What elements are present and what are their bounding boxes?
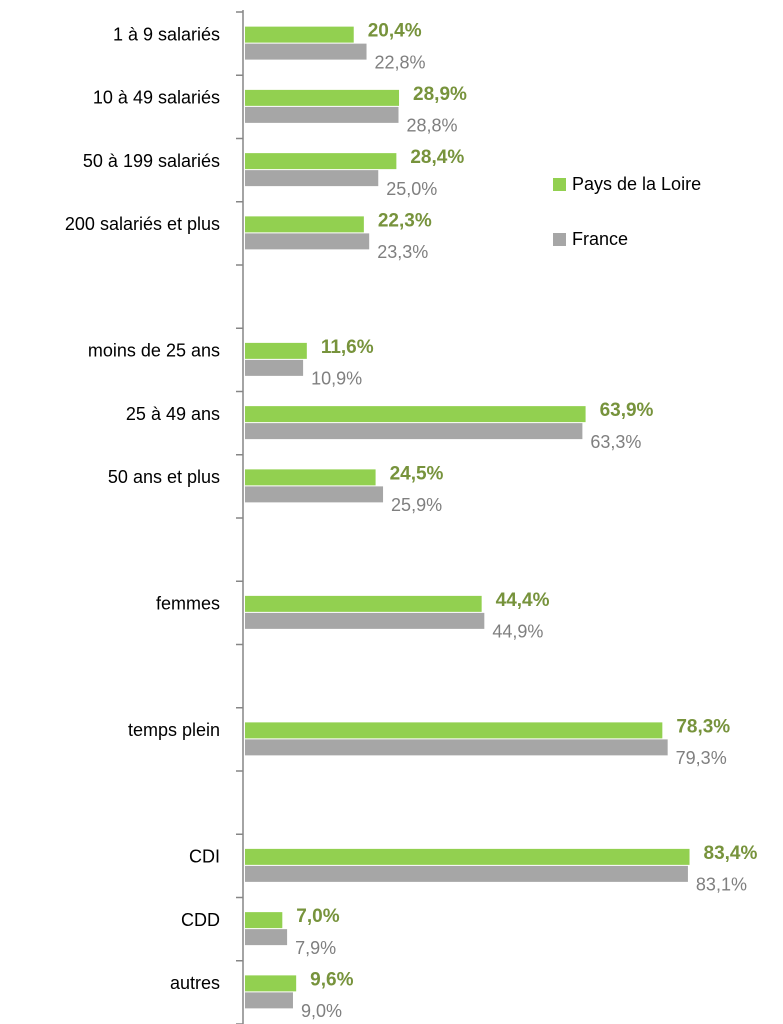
value-label: 9,0% bbox=[301, 1001, 342, 1021]
category-label: temps plein bbox=[128, 720, 220, 740]
bar bbox=[245, 992, 293, 1009]
category-label: 200 salariés et plus bbox=[65, 214, 220, 234]
value-label: 25,0% bbox=[386, 179, 437, 199]
value-label: 24,5% bbox=[390, 463, 444, 484]
bar bbox=[245, 406, 586, 423]
bar bbox=[245, 975, 297, 992]
value-label: 28,4% bbox=[410, 147, 464, 168]
bar bbox=[245, 342, 307, 359]
bar bbox=[245, 26, 354, 43]
value-label: 83,1% bbox=[696, 875, 747, 895]
bar bbox=[245, 216, 364, 233]
bar bbox=[245, 170, 379, 187]
bar bbox=[245, 486, 384, 503]
bar bbox=[245, 89, 400, 106]
category-label: moins de 25 ans bbox=[88, 341, 220, 361]
value-label: 11,6% bbox=[321, 337, 374, 358]
legend-label: France bbox=[572, 229, 628, 249]
category-label: CDI bbox=[189, 847, 220, 867]
value-label: 10,9% bbox=[311, 369, 362, 389]
bar bbox=[245, 43, 367, 60]
value-label: 63,9% bbox=[600, 400, 654, 421]
legend-label: Pays de la Loire bbox=[572, 174, 701, 194]
value-label: 44,4% bbox=[496, 590, 550, 611]
bar bbox=[245, 469, 376, 486]
bar bbox=[245, 153, 397, 170]
bar bbox=[245, 359, 304, 376]
value-label: 28,8% bbox=[407, 116, 458, 136]
legend-swatch bbox=[553, 178, 566, 191]
legend-swatch bbox=[553, 233, 566, 246]
value-label: 22,8% bbox=[375, 52, 426, 72]
category-label: 50 ans et plus bbox=[108, 467, 220, 487]
bar bbox=[245, 595, 482, 612]
bar bbox=[245, 423, 583, 440]
bar bbox=[245, 739, 668, 756]
category-label: 50 à 199 salariés bbox=[83, 151, 220, 171]
value-label: 9,6% bbox=[310, 969, 353, 990]
value-label: 83,4% bbox=[704, 843, 758, 864]
bar bbox=[245, 612, 485, 629]
value-label: 7,9% bbox=[295, 938, 336, 958]
category-label: autres bbox=[170, 973, 220, 993]
value-label: 63,3% bbox=[590, 432, 641, 452]
category-label: 25 à 49 ans bbox=[126, 404, 220, 424]
value-label: 23,3% bbox=[377, 242, 428, 262]
value-label: 22,3% bbox=[378, 210, 432, 231]
value-label: 7,0% bbox=[296, 906, 339, 927]
value-label: 79,3% bbox=[676, 748, 727, 768]
bar bbox=[245, 929, 288, 946]
bar bbox=[245, 865, 688, 882]
value-label: 28,9% bbox=[413, 84, 467, 105]
value-label: 20,4% bbox=[368, 21, 422, 42]
bar bbox=[245, 233, 370, 250]
bar bbox=[245, 106, 399, 123]
bar bbox=[245, 722, 663, 739]
bar bbox=[245, 912, 283, 929]
category-label: 1 à 9 salariés bbox=[113, 24, 220, 44]
value-label: 25,9% bbox=[391, 495, 442, 515]
value-label: 44,9% bbox=[492, 622, 543, 642]
bar bbox=[245, 848, 690, 865]
category-label: 10 à 49 salariés bbox=[93, 88, 220, 108]
category-label: CDD bbox=[181, 910, 220, 930]
value-label: 78,3% bbox=[676, 716, 730, 737]
category-label: femmes bbox=[156, 594, 220, 614]
